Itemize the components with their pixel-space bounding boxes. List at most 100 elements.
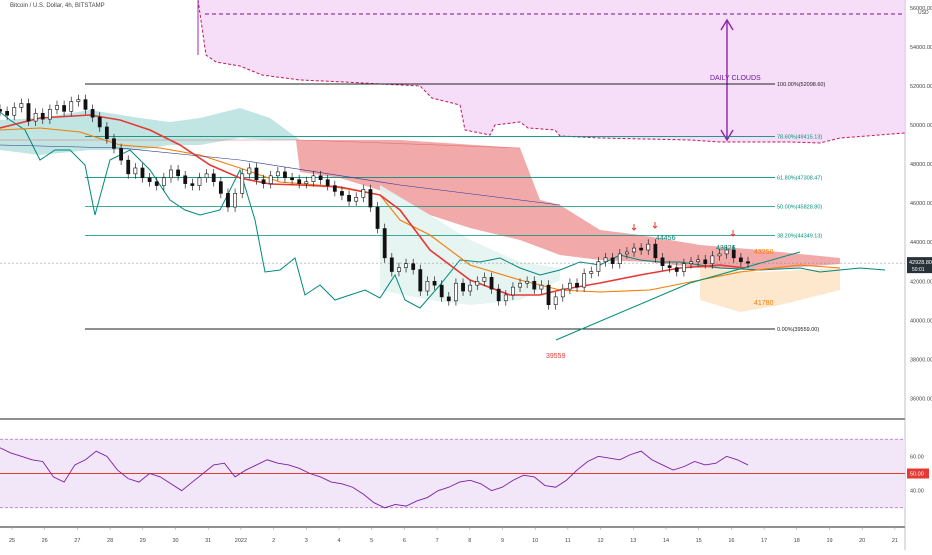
candle-body <box>582 273 587 288</box>
candles-layer <box>0 94 750 310</box>
price-tick-label-0: 56000.00 <box>910 6 932 12</box>
time-tick-label-19: 13 <box>630 538 636 544</box>
annotation-5: 39559 <box>546 353 566 360</box>
candle-body <box>518 282 522 288</box>
time-tick-label-24: 18 <box>794 538 800 544</box>
candle-body <box>297 179 302 184</box>
fib-label-5: 0.00%(39559.00) <box>777 327 819 333</box>
candle-body <box>610 257 615 264</box>
time-tick-label-0: 25 <box>9 538 15 544</box>
candle-body <box>311 175 316 182</box>
candle-body <box>112 138 116 149</box>
candle-body <box>140 167 145 179</box>
candle-body <box>746 261 750 264</box>
candle-body <box>347 195 351 202</box>
candle-body <box>47 109 52 120</box>
ichimoku-cloud-future <box>700 268 840 312</box>
candle-body <box>211 173 216 182</box>
time-tick-label-22: 16 <box>728 538 734 544</box>
candle-body <box>489 277 494 290</box>
rsi-line <box>0 447 749 509</box>
candle-body <box>482 277 487 282</box>
annotation-3: 43250 <box>754 249 774 256</box>
reference-line-blue <box>0 144 561 206</box>
candle-body <box>375 206 380 229</box>
candle-body <box>503 294 508 302</box>
price-tick-label-4: 48000.00 <box>910 162 932 168</box>
candle-body <box>696 259 701 263</box>
candle-body <box>724 249 729 255</box>
candle-body <box>83 99 88 110</box>
indicator-lines-layer <box>0 111 905 341</box>
candle-body <box>268 175 273 184</box>
candle-body <box>304 181 309 184</box>
candle-body <box>717 253 722 257</box>
candle-body <box>176 169 180 177</box>
candle-body <box>197 177 202 186</box>
annotation-1: 44456 <box>656 235 676 242</box>
ichimoku-cloud-bull-early <box>0 108 300 155</box>
price-tick-label-8: 40000.00 <box>910 318 932 324</box>
fib-label-2: 61.80%(47308.47) <box>777 176 822 182</box>
candle-body <box>283 171 287 179</box>
candle-body <box>468 284 473 292</box>
annotations-layer: DAILY CLOUDS 44456 43826 43250 41780 39559 <box>546 75 774 360</box>
rsi-tick-60: 60.00 <box>910 454 924 460</box>
candle-body <box>439 284 444 298</box>
rsi-panel <box>0 438 905 509</box>
time-tick-label-15: 9 <box>501 538 504 544</box>
chikou-line <box>0 111 886 309</box>
candle-body <box>674 267 679 272</box>
candle-body <box>318 175 323 181</box>
candle-body <box>738 257 743 263</box>
reference-line-red <box>0 139 521 149</box>
candle-body <box>104 126 109 139</box>
candle-body <box>154 181 159 186</box>
candle-body <box>703 259 708 264</box>
candle-body <box>653 243 658 259</box>
last-price-badge <box>907 257 932 274</box>
candle-body <box>12 107 17 116</box>
time-tick-label-4: 29 <box>140 538 146 544</box>
fib-label-0: 100.00%(52098.60) <box>777 82 825 88</box>
candle-body <box>568 282 572 290</box>
time-tick-label-6: 31 <box>205 538 211 544</box>
candle-body <box>432 280 437 286</box>
time-tick-label-20: 14 <box>663 538 669 544</box>
candle-body <box>575 282 579 288</box>
rsi-mid-badge <box>907 468 929 479</box>
kijun-line <box>0 127 841 293</box>
candle-body <box>261 179 266 184</box>
daily-cloud-layer <box>197 0 906 144</box>
candle-body <box>19 103 24 108</box>
red-down-arrow-0 <box>631 224 637 231</box>
candle-body <box>389 257 394 272</box>
candle-body <box>639 247 644 251</box>
candle-body <box>689 261 693 264</box>
ascending-trendline <box>555 251 801 341</box>
candle-body <box>55 105 59 110</box>
candle-body <box>667 265 672 268</box>
candle-body <box>461 282 465 292</box>
time-tick-label-10: 4 <box>337 538 340 544</box>
candle-body <box>218 181 223 194</box>
candle-body <box>233 193 237 208</box>
candle-body <box>226 193 230 208</box>
candle-body <box>553 296 558 306</box>
time-tick-label-12: 6 <box>403 538 406 544</box>
candle-body <box>340 191 344 196</box>
candle-body <box>325 179 330 186</box>
candle-body <box>617 253 622 264</box>
candle-body <box>368 189 373 208</box>
candle-body <box>161 177 166 186</box>
time-tick-label-14: 8 <box>468 538 471 544</box>
price-tick-label-1: 54000.00 <box>910 45 932 51</box>
candle-body <box>26 103 31 122</box>
candle-body <box>40 112 45 120</box>
time-tick-label-13: 7 <box>436 538 439 544</box>
candle-body <box>183 175 188 184</box>
candle-body <box>624 251 629 255</box>
candle-body <box>97 116 102 128</box>
